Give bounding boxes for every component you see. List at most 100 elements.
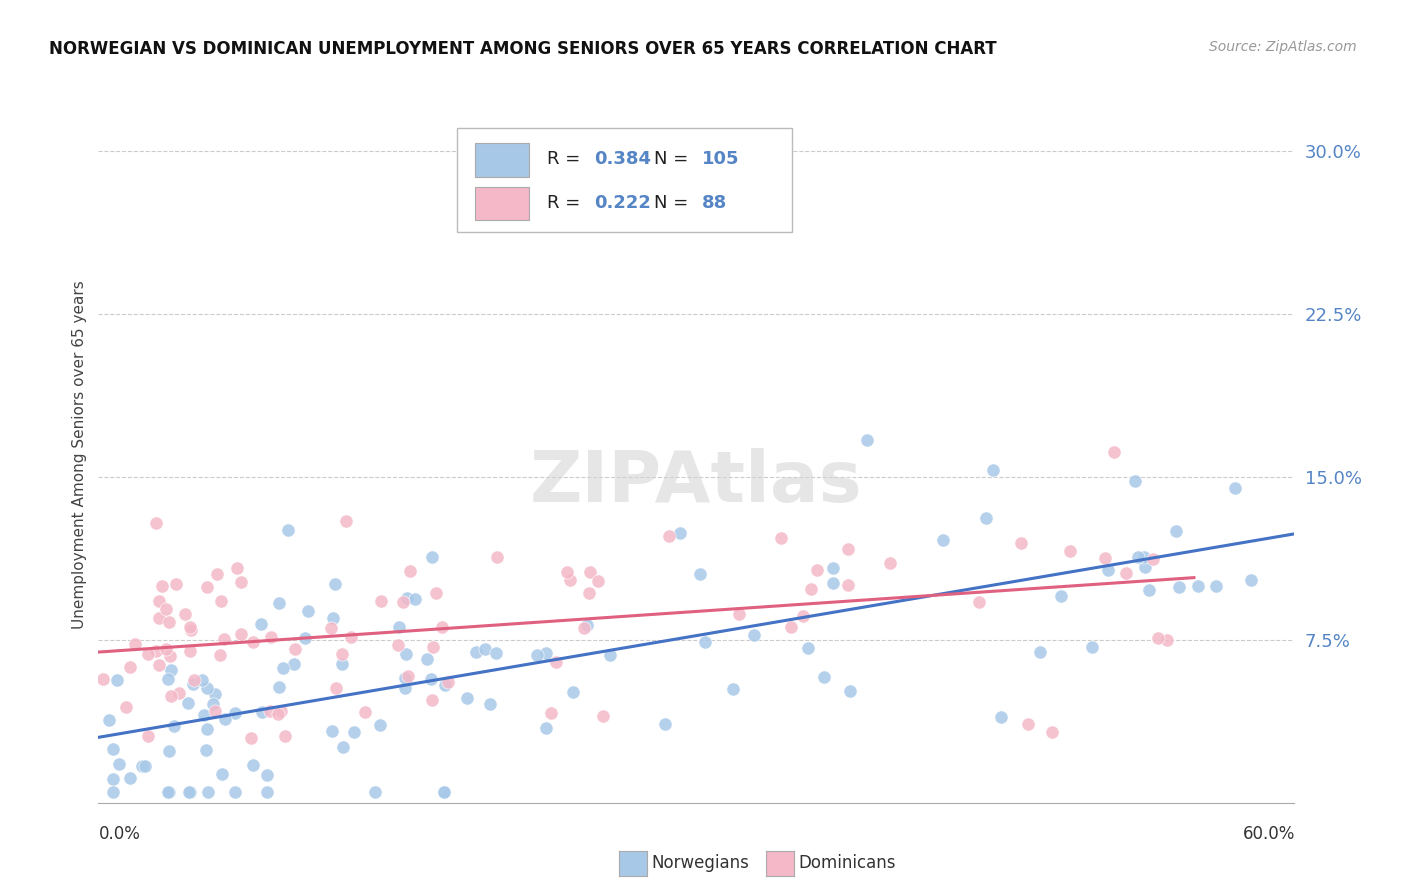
- Point: [150, 579, 173, 593]
- Point: [157, 785, 180, 799]
- Point: [163, 719, 186, 733]
- Point: [195, 580, 218, 594]
- Point: [821, 575, 844, 590]
- FancyBboxPatch shape: [475, 187, 529, 220]
- Point: [797, 641, 820, 656]
- Point: [485, 646, 508, 660]
- Point: [394, 672, 416, 686]
- Point: [160, 663, 183, 677]
- Point: [165, 577, 187, 591]
- Point: [1137, 583, 1160, 598]
- Point: [654, 717, 676, 731]
- Point: [179, 644, 201, 658]
- Point: [456, 690, 478, 705]
- Point: [1059, 543, 1081, 558]
- Point: [1050, 589, 1073, 603]
- Point: [101, 785, 124, 799]
- Point: [388, 620, 411, 634]
- Point: [120, 772, 142, 786]
- Point: [354, 705, 377, 719]
- Point: [572, 621, 595, 635]
- Point: [226, 561, 249, 575]
- Point: [368, 717, 391, 731]
- Point: [364, 785, 387, 799]
- Text: Source: ZipAtlas.com: Source: ZipAtlas.com: [1209, 40, 1357, 54]
- Point: [744, 628, 766, 642]
- Point: [190, 673, 212, 688]
- Point: [193, 707, 215, 722]
- Point: [465, 645, 488, 659]
- Text: N =: N =: [654, 150, 695, 169]
- Point: [420, 693, 443, 707]
- Point: [806, 563, 828, 577]
- Point: [294, 631, 316, 645]
- Point: [179, 620, 201, 634]
- Point: [1167, 580, 1189, 594]
- Point: [159, 689, 181, 703]
- Point: [837, 541, 859, 556]
- Point: [395, 647, 418, 661]
- Point: [1017, 716, 1039, 731]
- Point: [592, 709, 614, 723]
- Point: [124, 637, 146, 651]
- Point: [343, 724, 366, 739]
- Point: [322, 610, 344, 624]
- Point: [432, 620, 454, 634]
- Point: [131, 758, 153, 772]
- Point: [208, 648, 231, 662]
- Point: [838, 684, 860, 698]
- Point: [1102, 445, 1125, 459]
- Point: [91, 673, 114, 687]
- Point: [544, 656, 567, 670]
- Point: [240, 731, 263, 745]
- Point: [586, 574, 609, 588]
- Point: [176, 696, 198, 710]
- Point: [425, 586, 447, 600]
- Point: [800, 582, 823, 596]
- Point: [256, 785, 278, 799]
- FancyBboxPatch shape: [457, 128, 792, 232]
- Point: [157, 672, 180, 686]
- Point: [270, 704, 292, 718]
- Point: [179, 785, 201, 799]
- FancyBboxPatch shape: [475, 144, 529, 177]
- Point: [1115, 566, 1137, 580]
- Point: [114, 699, 136, 714]
- Point: [578, 565, 600, 579]
- Point: [173, 607, 195, 621]
- Point: [1225, 481, 1247, 495]
- Point: [101, 741, 124, 756]
- Point: [169, 686, 191, 700]
- Text: 0.222: 0.222: [595, 194, 651, 212]
- Text: ZIPAtlas: ZIPAtlas: [530, 449, 862, 517]
- Point: [330, 657, 353, 671]
- Point: [1128, 550, 1150, 565]
- Point: [207, 567, 229, 582]
- Point: [1142, 551, 1164, 566]
- Point: [195, 722, 218, 736]
- Point: [990, 709, 1012, 723]
- Point: [179, 785, 201, 799]
- Point: [319, 621, 342, 635]
- Point: [134, 759, 156, 773]
- Point: [155, 602, 177, 616]
- Point: [98, 713, 121, 727]
- Point: [770, 531, 793, 545]
- Point: [540, 706, 562, 720]
- Point: [792, 609, 814, 624]
- Point: [1123, 475, 1146, 489]
- Point: [250, 616, 273, 631]
- Text: N =: N =: [654, 194, 695, 212]
- Text: NORWEGIAN VS DOMINICAN UNEMPLOYMENT AMONG SENIORS OVER 65 YEARS CORRELATION CHAR: NORWEGIAN VS DOMINICAN UNEMPLOYMENT AMON…: [49, 40, 997, 58]
- Point: [1040, 724, 1063, 739]
- Point: [1097, 563, 1119, 577]
- Point: [323, 576, 346, 591]
- Point: [107, 673, 129, 688]
- Point: [534, 646, 557, 660]
- Point: [419, 672, 441, 686]
- Point: [212, 632, 235, 646]
- Point: [159, 649, 181, 664]
- Point: [259, 705, 281, 719]
- Point: [555, 566, 578, 580]
- Point: [201, 697, 224, 711]
